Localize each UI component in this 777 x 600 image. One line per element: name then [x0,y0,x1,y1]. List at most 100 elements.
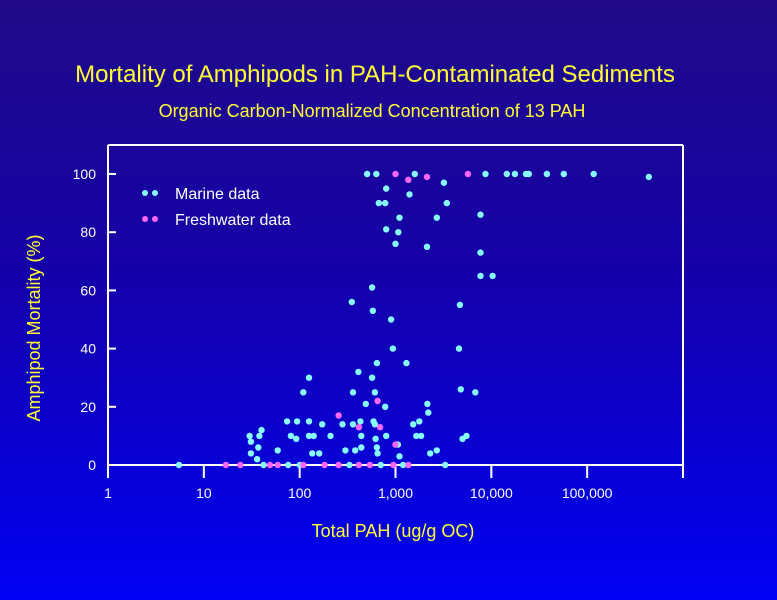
x-tick-label: 1 [104,485,112,501]
y-tick-label: 100 [73,166,97,182]
x-tick-label: 1,000 [378,485,413,501]
marine-point [443,199,450,207]
marine-point [368,374,376,381]
marine-point [425,409,432,416]
legend-marker-marine [142,190,148,196]
freshwater-point [222,461,230,469]
marine-point [389,345,397,352]
freshwater-point [423,173,431,181]
marine-point [369,307,376,314]
x-tick-label: 100,000 [562,485,613,501]
legend-marker-marine [152,190,158,196]
marine-point [489,272,496,280]
marine-point [287,432,295,440]
marine-point [406,191,413,198]
marine-point [373,170,380,178]
marine-point [423,243,431,250]
marine-point [274,447,281,454]
marine-point [256,432,263,440]
marine-point [403,359,410,367]
freshwater-point [321,461,328,469]
freshwater-point [335,412,342,419]
freshwater-point [464,170,472,178]
marine-point [247,450,255,457]
marine-point [372,435,379,442]
marine-point [440,179,448,186]
marine-point [253,456,261,463]
marine-point [358,432,365,440]
marine-point [424,400,431,408]
marine-point [316,450,323,457]
marine-point [477,211,484,218]
marine-point [352,447,359,454]
marine-point [383,226,390,233]
marine-point [413,432,420,440]
marine-point [396,214,403,221]
freshwater-point [405,176,412,183]
legend-label-marine: Marine data [175,186,260,203]
marine-point [511,170,519,178]
freshwater-point [274,461,281,469]
marine-point [457,386,464,393]
marine-point [442,461,449,469]
marine-point [362,400,369,408]
legend-label-freshwater: Freshwater data [175,212,291,229]
freshwater-point [335,461,342,469]
marine-point [477,272,484,280]
marine-point [349,421,357,428]
marine-point [300,389,307,396]
marine-point [411,170,418,178]
marine-point [377,461,384,469]
marine-point [246,432,253,440]
marine-point [305,418,313,425]
marine-point [560,170,567,178]
marine-point [319,421,326,428]
marine-point [455,345,463,352]
marine-point [368,284,376,291]
marine-point [396,453,403,460]
y-tick-label: 60 [80,282,96,298]
marine-point [590,170,597,178]
marine-point [456,301,464,309]
marine-point [383,432,390,440]
marine-point [327,432,334,440]
legend-marker-freshwater [152,216,158,222]
marine-point [392,240,399,247]
marine-point [416,418,423,425]
marine-point [371,421,379,428]
marine-point [543,170,551,178]
freshwater-point [376,424,384,431]
chart-title: Mortality of Amphipods in PAH-Contaminat… [75,61,675,88]
marine-point [645,173,652,181]
y-tick-label: 80 [80,224,96,240]
marine-point [383,185,390,192]
marine-point [382,403,389,410]
marine-point [305,374,313,381]
marine-point [357,418,364,425]
y-tick-label: 0 [88,457,96,473]
marine-point [410,421,417,428]
freshwater-point [355,424,363,431]
freshwater-point [392,441,399,448]
legend: Marine data Freshwater data [142,186,291,229]
chart-subtitle: Organic Carbon-Normalized Concentration … [159,101,586,121]
marine-point [339,421,346,428]
x-tick-label: 100 [288,485,312,501]
marine-point [417,432,425,440]
marine-point [175,461,183,469]
marine-point [355,368,362,376]
x-tick-label: 10,000 [470,485,513,501]
freshwater-point [355,461,363,469]
marine-point [260,461,267,469]
marine-point [433,214,440,221]
marine-point [348,298,355,306]
marine-point [482,170,489,178]
marine-point [255,444,262,451]
freshwater-point [237,461,244,469]
marine-point [373,359,381,367]
marine-point [371,389,379,396]
marine-point [342,447,349,454]
freshwater-point [405,461,412,469]
freshwater-point [266,461,274,469]
